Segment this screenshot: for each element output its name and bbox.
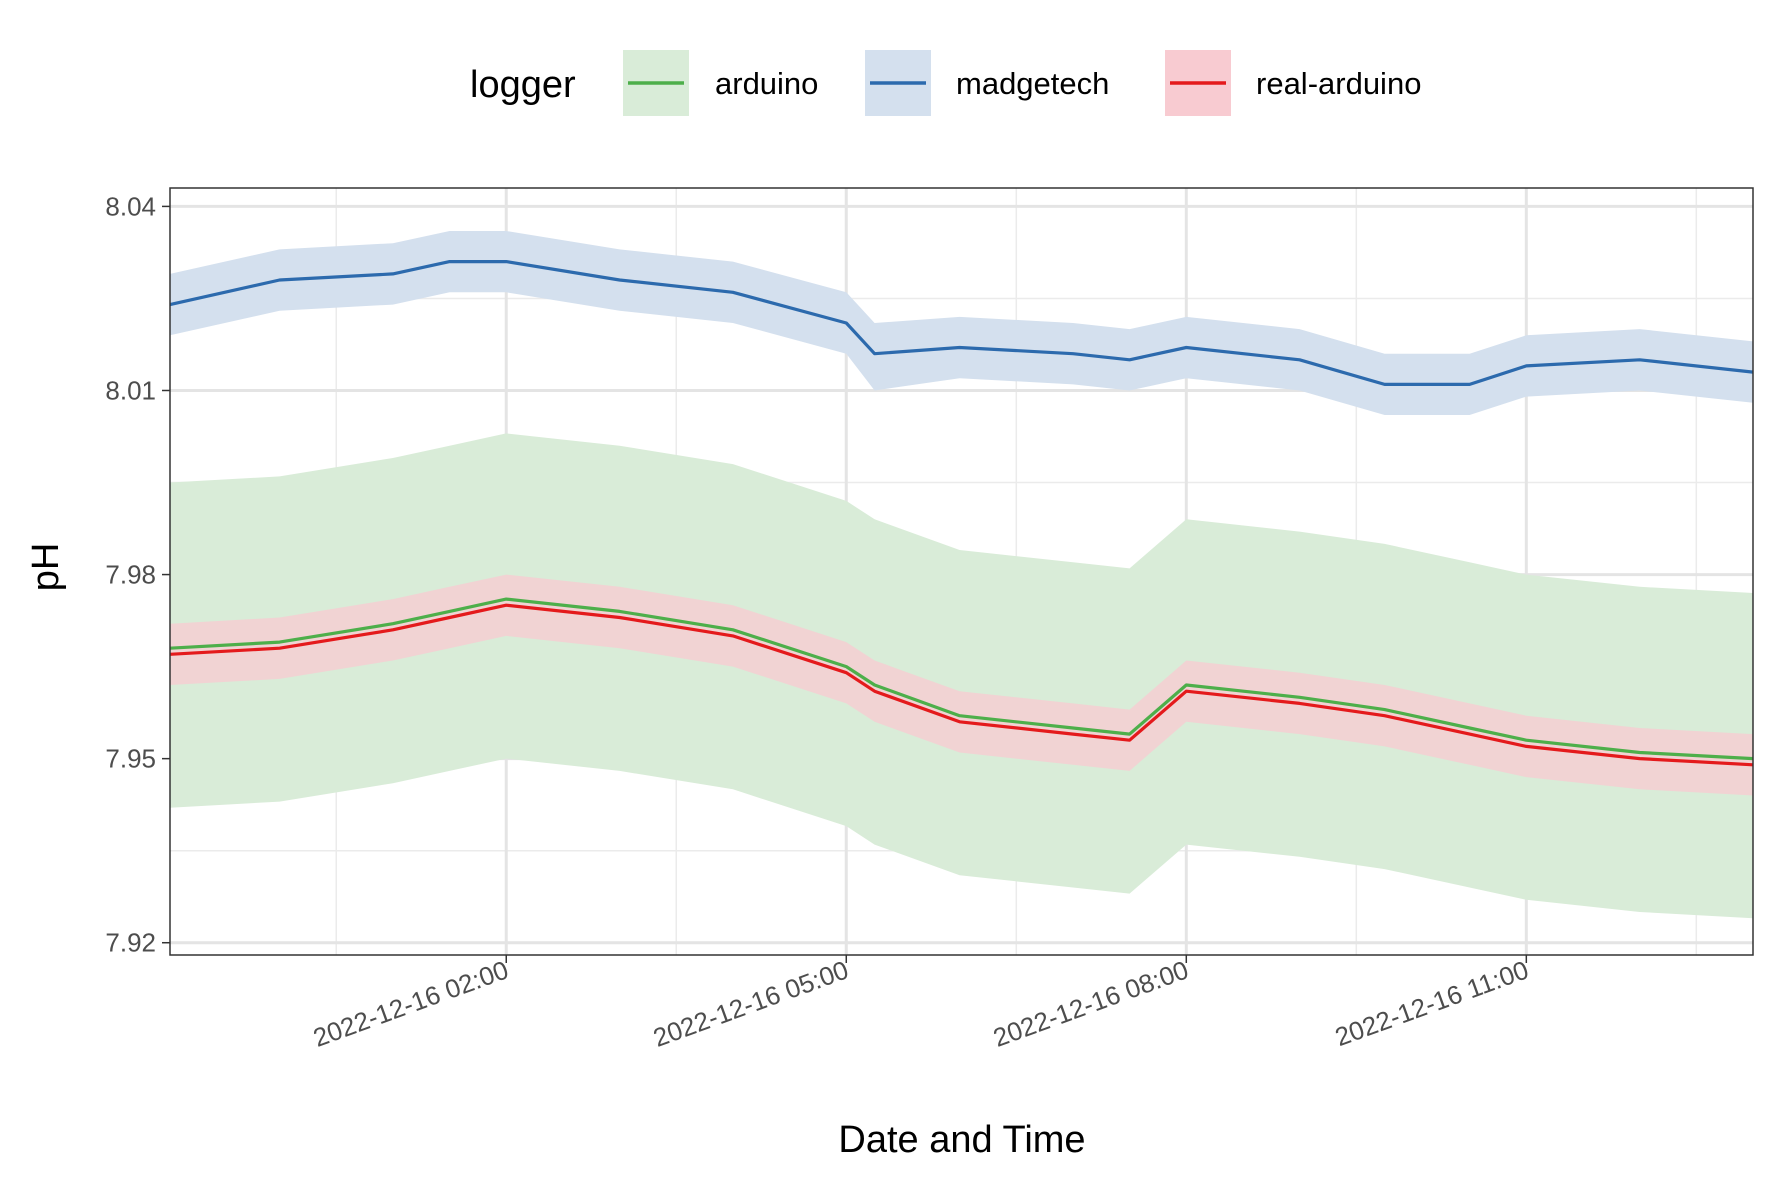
- y-tick-label: 8.04: [105, 191, 156, 221]
- y-tick-label: 8.01: [105, 375, 156, 405]
- series-lines: [169, 260, 1754, 767]
- plot-panel: 7.927.957.988.018.04 2022-12-16 02:00 202…: [105, 187, 1754, 1053]
- x-tick-label: 2022-12-16 05:00: [649, 954, 852, 1052]
- x-tick-label: 2022-12-16 08:00: [989, 954, 1192, 1052]
- ribbon-real-arduino: [170, 574, 1753, 796]
- x-tick-label: 2022-12-16 11:00: [1331, 954, 1532, 1052]
- ribbon-madgetech: [170, 231, 1753, 415]
- y-tick-label: 7.95: [105, 744, 156, 774]
- legend-item-arduino: arduino: [623, 50, 818, 116]
- x-axis-title: Date and Time: [838, 1119, 1085, 1161]
- x-axis: 2022-12-16 02:00 2022-12-16 05:00 2022-12-…: [309, 954, 1532, 1052]
- line-arduino: [169, 597, 1754, 761]
- line-real-arduino: [169, 603, 1754, 767]
- legend-title: logger: [470, 64, 576, 106]
- ribbons: [170, 231, 1753, 919]
- x-tick-label: 2022-12-16 02:00: [309, 954, 512, 1052]
- legend-label-madgetech: madgetech: [956, 66, 1109, 101]
- legend: logger arduino madgetech real-arduino: [470, 50, 1421, 116]
- legend-label-arduino: arduino: [715, 66, 818, 101]
- y-tick-label: 7.92: [105, 928, 156, 958]
- legend-item-real-arduino: real-arduino: [1165, 50, 1421, 116]
- ribbon-arduino: [170, 433, 1753, 919]
- y-axis-title: pH: [25, 543, 67, 592]
- legend-item-madgetech: madgetech: [865, 50, 1109, 116]
- line-madgetech: [169, 260, 1754, 386]
- legend-label-real-arduino: real-arduino: [1256, 66, 1421, 101]
- y-axis: 7.92 7.95 7.98 8.01 8.04: [105, 191, 170, 958]
- y-tick-label: 7.98: [105, 560, 156, 590]
- panel-border: [169, 187, 1754, 956]
